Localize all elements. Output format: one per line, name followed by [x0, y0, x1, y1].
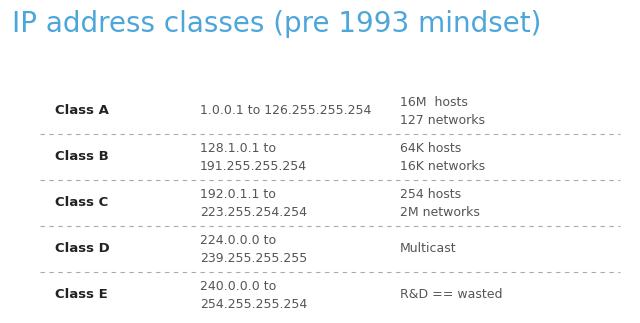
- Text: Class C: Class C: [55, 196, 108, 210]
- Text: R&D == wasted: R&D == wasted: [400, 288, 502, 301]
- Text: 254 hosts
2M networks: 254 hosts 2M networks: [400, 187, 480, 218]
- Text: 16M  hosts
127 networks: 16M hosts 127 networks: [400, 96, 485, 127]
- Text: 224.0.0.0 to
239.255.255.255: 224.0.0.0 to 239.255.255.255: [200, 234, 307, 265]
- Text: Class E: Class E: [55, 288, 108, 301]
- Text: 240.0.0.0 to
254.255.255.254: 240.0.0.0 to 254.255.255.254: [200, 279, 307, 310]
- Text: Class A: Class A: [55, 105, 109, 118]
- Text: 128.1.0.1 to
191.255.255.254: 128.1.0.1 to 191.255.255.254: [200, 141, 307, 172]
- Text: IP address classes (pre 1993 mindset): IP address classes (pre 1993 mindset): [12, 10, 541, 38]
- Text: Class D: Class D: [55, 243, 109, 255]
- Text: 192.0.1.1 to
223.255.254.254: 192.0.1.1 to 223.255.254.254: [200, 187, 307, 218]
- Text: 64K hosts
16K networks: 64K hosts 16K networks: [400, 141, 485, 172]
- Text: Class B: Class B: [55, 151, 109, 163]
- Text: Multicast: Multicast: [400, 243, 456, 255]
- Text: 1.0.0.1 to 126.255.255.254: 1.0.0.1 to 126.255.255.254: [200, 105, 371, 118]
